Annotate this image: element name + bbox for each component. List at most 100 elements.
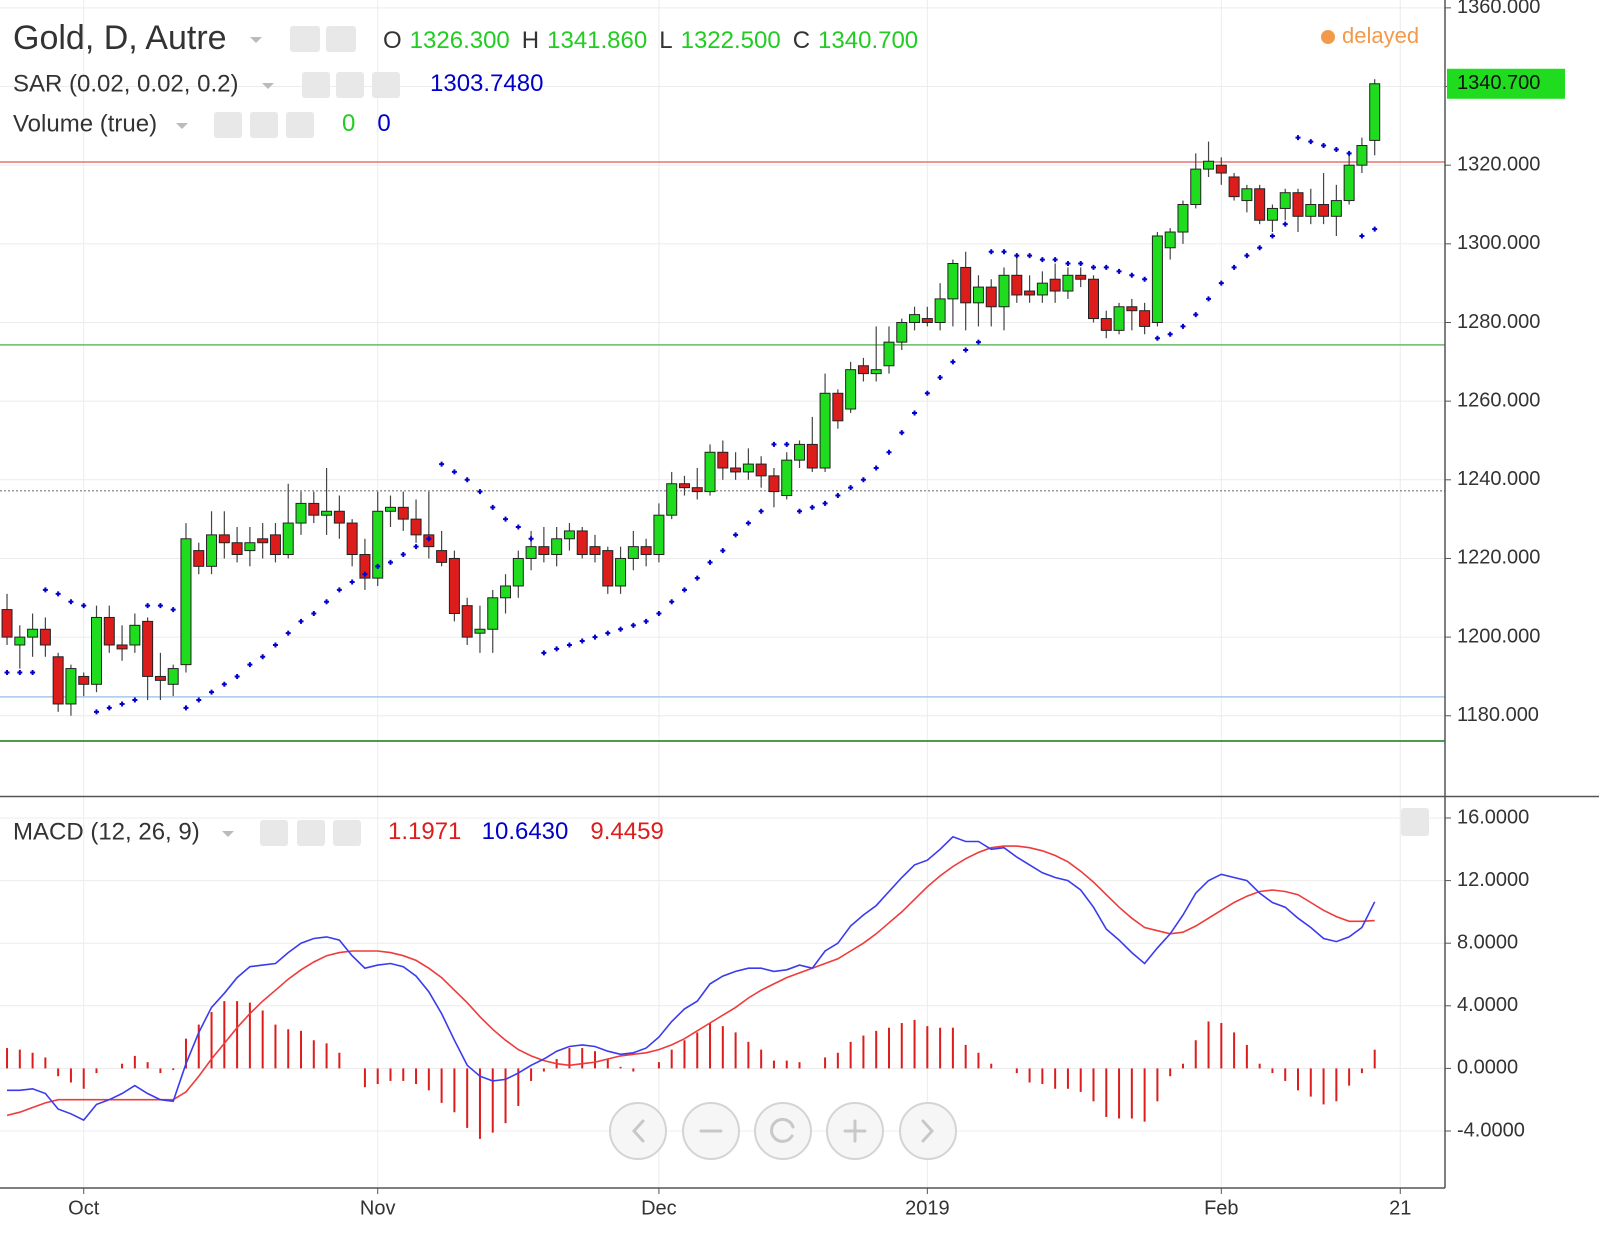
candle-body [666,483,678,516]
quote-values: O 1326.300 H 1341.860 L 1322.500 C 1340.700 [383,27,918,54]
legend-value: 1.1971 [388,818,461,845]
candle-body [717,451,729,469]
dropdown[interactable] [222,831,234,837]
sar-dot [643,618,649,624]
sar-dot [912,410,918,416]
candle-body [1024,290,1036,296]
sar-dot [1142,276,1148,282]
dropdown[interactable] [262,83,274,89]
scroll-right-button[interactable] [899,1102,957,1160]
candle-body [1241,188,1253,202]
candle-body [781,459,793,497]
candle-body [103,616,115,646]
y-tick-label: 1200.000 [1457,625,1540,647]
sar-dot [694,575,700,581]
sar-dot [490,504,496,510]
reset-button[interactable] [754,1102,812,1160]
candle-body [870,369,882,375]
sar-dot [1257,245,1263,251]
sar-dot [886,449,892,455]
candle-body [14,636,26,646]
eye-icon[interactable] [214,112,242,138]
candle-body [333,510,345,524]
sar-dot [145,603,151,609]
sar-dot [720,548,726,554]
candle-body [1036,282,1048,296]
settings-icon[interactable] [326,26,356,52]
candle-body [257,538,269,544]
candle-body [1343,164,1355,202]
candle-body [474,628,486,634]
eye-icon[interactable] [260,820,288,846]
quote-value: 1326.300 [410,27,510,54]
candle-body [538,546,550,556]
last-price-label: 1340.700 [1457,72,1540,94]
candle-body [65,668,77,705]
close-icon[interactable] [286,112,314,138]
candle-body [1279,192,1291,209]
x-tick-label: Nov [360,1197,396,1219]
candle-body [1330,200,1342,217]
maximize-icon[interactable] [1401,808,1429,836]
candle-body [39,628,51,646]
candle-body [640,546,652,556]
candle-body [244,542,256,552]
settings-icon[interactable] [336,72,364,98]
sar-dot [196,697,202,703]
indicator-values: 1.1971 10.6430 9.4459 [388,818,664,845]
sar-dot [1321,143,1327,149]
candle-body [1062,274,1074,292]
sar-dot [1193,312,1199,318]
legend-value: 9.4459 [590,818,663,845]
eye-icon[interactable] [302,72,330,98]
sar-dot [17,670,23,676]
candle-body [730,467,742,473]
quote-value: 1341.860 [547,27,647,54]
grid: 1180.000 1200.000 1220.000 1240.000 1260.000… [0,0,1540,1219]
y-tick-label: 1300.000 [1457,232,1540,254]
sar-dot [285,630,291,636]
candle-body [1075,274,1087,280]
candle-body [1318,204,1330,217]
sar-dot [975,339,981,345]
candle-body [691,487,703,493]
quote-label: C [793,27,810,54]
sar-dot [298,618,304,624]
candle-body [742,463,754,473]
indicator-title: SAR (0.02, 0.02, 0.2) [13,70,238,97]
settings-icon[interactable] [297,820,325,846]
candle-body [448,557,460,615]
candle-body [1126,306,1138,312]
dropdown[interactable] [250,37,262,43]
candle-body [359,554,371,579]
candle-body [806,443,818,469]
close-icon[interactable] [333,820,361,846]
sar-dot [439,461,445,467]
legend-value: 0 [342,110,355,137]
candle-body [819,392,831,469]
navigation [609,1102,957,1160]
y-tick-label: 1220.000 [1457,547,1540,569]
settings-icon[interactable] [250,112,278,138]
sar-dot [336,587,342,593]
candle-body [410,518,422,536]
candle-body [615,557,627,587]
sar-dot [630,622,636,628]
eye-icon[interactable] [290,26,320,52]
close-icon[interactable] [372,72,400,98]
sar-dot [605,630,611,636]
candle-body [78,675,90,685]
dropdown[interactable] [176,123,188,129]
candle-body [602,550,614,587]
y-tick-label: -4.0000 [1457,1119,1525,1141]
indicator-values: 1303.7480 [430,70,543,97]
sar-dot [745,520,751,526]
candle-body [180,538,192,666]
x-tick-label: Oct [68,1197,100,1219]
sar-dot [835,493,841,499]
candle-body [1369,83,1381,141]
candle-body [1100,318,1112,331]
scroll-left-button[interactable] [609,1102,667,1160]
chart-title: Gold, D, Autre [13,19,227,57]
y-tick-label: 1180.000 [1457,704,1539,726]
